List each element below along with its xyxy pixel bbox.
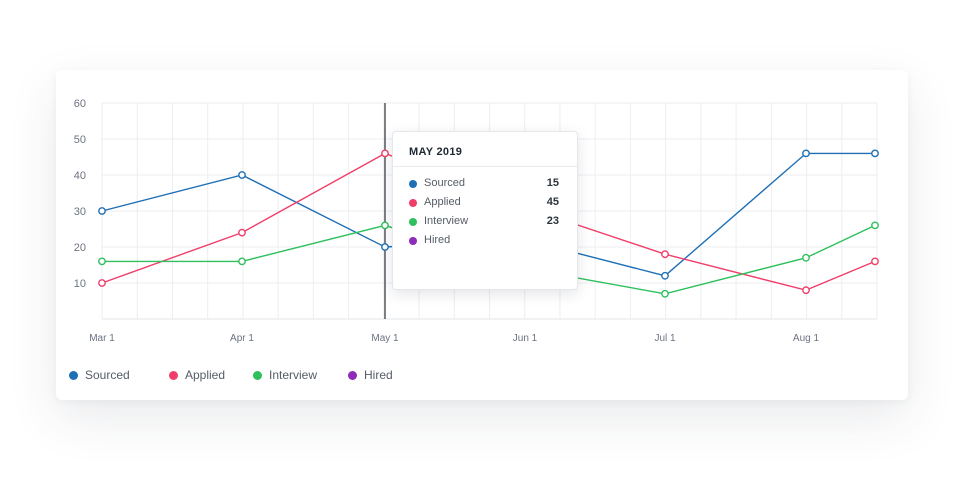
data-point-sourced: [381, 243, 389, 251]
data-point-applied: [802, 286, 810, 295]
data-point-sourced: [238, 171, 246, 179]
legend-item-applied[interactable]: Applied: [169, 368, 225, 382]
data-point-interview: [871, 221, 879, 230]
tooltip-row-value: 45: [546, 196, 559, 208]
data-point-sourced: [98, 207, 106, 215]
tooltip-title: MAY 2019: [393, 132, 577, 167]
data-point-interview: [381, 221, 389, 230]
x-tick-label: Apr 1: [230, 333, 254, 344]
y-tick-label: 50: [74, 134, 86, 146]
data-point-applied: [238, 228, 246, 237]
data-point-interview: [661, 289, 669, 298]
hired-dot-icon: [348, 371, 357, 380]
data-point-sourced: [802, 149, 810, 158]
y-tick-label: 30: [74, 206, 86, 218]
x-tick-label: Mar 1: [89, 333, 115, 344]
legend-item-interview[interactable]: Interview: [253, 368, 317, 382]
data-point-sourced: [871, 149, 879, 158]
tooltip-row-label: Applied: [424, 196, 461, 208]
y-tick-label: 40: [74, 170, 86, 182]
data-point-interview: [238, 257, 246, 266]
x-tick-label: Aug 1: [793, 333, 820, 344]
tooltip-row-value: 15: [546, 177, 559, 189]
data-point-applied: [98, 279, 106, 287]
legend-label: Sourced: [85, 368, 130, 382]
legend-label: Hired: [364, 368, 393, 382]
y-tick-label: 20: [74, 242, 86, 254]
data-point-applied: [871, 257, 879, 266]
x-tick-label: Jul 1: [654, 333, 676, 344]
tooltip-row-hired: Hired: [393, 233, 577, 252]
sourced-dot-icon: [409, 180, 417, 188]
x-tick-label: May 1: [371, 333, 399, 344]
interview-dot-icon: [409, 218, 417, 226]
tooltip-row-value: 23: [546, 215, 559, 227]
legend-item-sourced[interactable]: Sourced: [69, 368, 130, 382]
tooltip-row-label: Sourced: [424, 177, 465, 189]
tooltip-row-label: Interview: [424, 215, 469, 227]
legend-label: Applied: [185, 368, 226, 382]
y-tick-label: 10: [74, 278, 86, 290]
data-point-applied: [381, 149, 389, 158]
data-point-interview: [802, 253, 810, 262]
chart-tooltip: MAY 2019 Sourced 15 Applied 45 Interview…: [392, 131, 578, 290]
data-point-applied: [661, 250, 669, 259]
tooltip-row-label: Hired: [424, 234, 451, 246]
applied-dot-icon: [169, 371, 178, 380]
applied-dot-icon: [409, 199, 417, 207]
sourced-dot-icon: [69, 371, 78, 380]
data-point-interview: [98, 257, 106, 266]
data-point-sourced: [661, 271, 669, 280]
legend-item-hired[interactable]: Hired: [348, 368, 393, 382]
interview-dot-icon: [253, 371, 262, 380]
tooltip-row-sourced: Sourced 15: [393, 176, 577, 195]
hired-dot-icon: [409, 237, 417, 245]
tooltip-row-interview: Interview 23: [393, 214, 577, 233]
legend-label: Interview: [269, 368, 318, 382]
y-tick-label: 60: [74, 98, 86, 110]
tooltip-row-applied: Applied 45: [393, 195, 577, 214]
x-tick-label: Jun 1: [513, 333, 538, 344]
